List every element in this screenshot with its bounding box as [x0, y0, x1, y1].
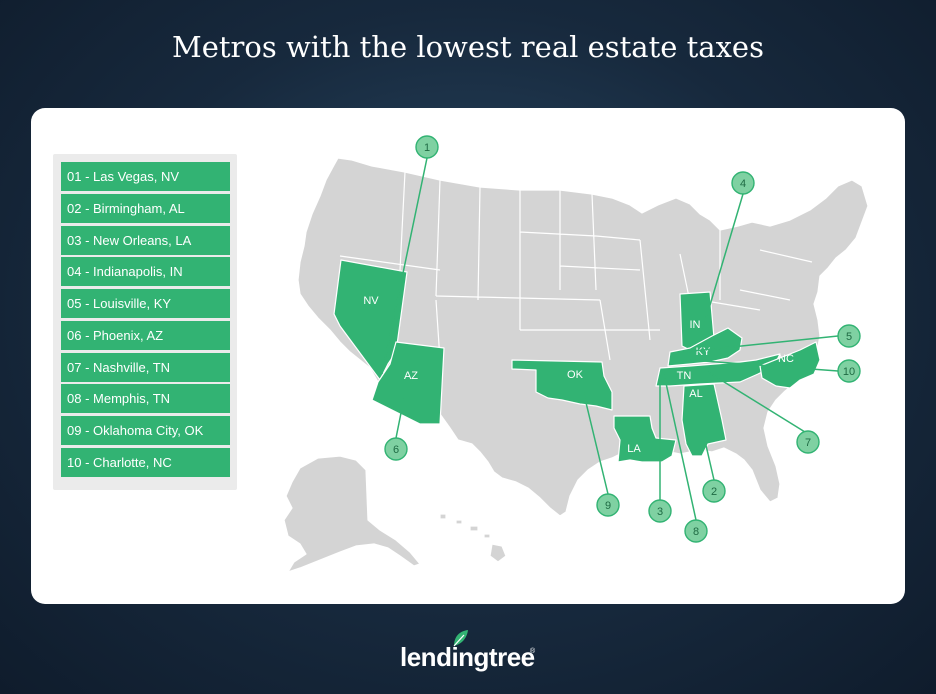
- marker-label-3: 3: [657, 506, 663, 518]
- marker-6: [384, 437, 408, 461]
- leaf-icon: [453, 630, 468, 647]
- state-label-az: AZ: [404, 370, 418, 382]
- marker-label-2: 2: [711, 486, 717, 498]
- alaska: [283, 455, 421, 573]
- state-north-carolina: [759, 341, 821, 389]
- legend-item-5: 05 - Louisville, KY: [61, 289, 230, 318]
- brand-name: lendingtree: [400, 642, 535, 672]
- state-label-al: AL: [689, 388, 702, 400]
- state-label-tn: TN: [677, 370, 692, 382]
- state-alabama: [681, 383, 727, 457]
- marker-1: [415, 135, 439, 159]
- marker-4: [731, 171, 755, 195]
- legend-item-3: 03 - New Orleans, LA: [61, 226, 230, 255]
- marker-10: [837, 359, 861, 383]
- legend-item-1: 01 - Las Vegas, NV: [61, 162, 230, 191]
- legend-item-7: 07 - Nashville, TN: [61, 353, 230, 382]
- marker-label-6: 6: [393, 444, 399, 456]
- legend-item-8: 08 - Memphis, TN: [61, 384, 230, 413]
- metro-ranking-legend: 01 - Las Vegas, NV 02 - Birmingham, AL 0…: [53, 154, 237, 490]
- marker-label-8: 8: [693, 526, 699, 538]
- state-label-ok: OK: [567, 369, 584, 381]
- state-label-in: IN: [690, 319, 701, 331]
- state-arizona: [371, 341, 445, 425]
- legend-item-10: 10 - Charlotte, NC: [61, 448, 230, 477]
- marker-7: [796, 430, 820, 454]
- legend-item-6: 06 - Phoenix, AZ: [61, 321, 230, 350]
- state-label-nv: NV: [363, 295, 379, 307]
- state-label-la: LA: [627, 443, 641, 455]
- marker-label-9: 9: [605, 500, 611, 512]
- marker-label-10: 10: [843, 366, 855, 378]
- marker-2: [702, 479, 726, 503]
- marker-5: [837, 324, 861, 348]
- legend-item-4: 04 - Indianapolis, IN: [61, 257, 230, 286]
- legend-item-9: 09 - Oklahoma City, OK: [61, 416, 230, 445]
- state-oklahoma: [511, 359, 613, 411]
- marker-label-1: 1: [424, 142, 430, 154]
- marker-label-5: 5: [846, 331, 852, 343]
- hawaii: [439, 513, 507, 563]
- state-label-nc: NC: [778, 353, 794, 365]
- page-title: Metros with the lowest real estate taxes: [172, 30, 764, 64]
- state-label-ky: KY: [696, 346, 711, 358]
- marker-8: [684, 519, 708, 543]
- state-kentucky: [667, 327, 743, 367]
- marker-label-4: 4: [740, 178, 746, 190]
- trademark: ®: [530, 648, 535, 655]
- lendingtree-logo: lendingtree ®: [400, 630, 540, 674]
- marker-9: [596, 493, 620, 517]
- marker-3: [648, 499, 672, 523]
- legend-item-2: 02 - Birmingham, AL: [61, 194, 230, 223]
- marker-label-7: 7: [805, 437, 811, 449]
